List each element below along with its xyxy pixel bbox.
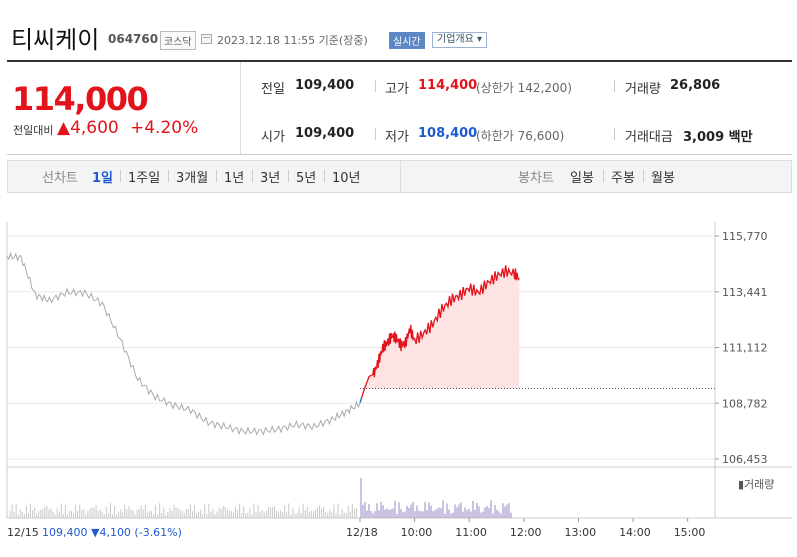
- low-label: 저가: [385, 130, 409, 145]
- divider: [120, 170, 121, 182]
- tab-1y[interactable]: 1년: [224, 171, 245, 186]
- realtime-badge[interactable]: 실시간: [389, 32, 425, 49]
- change-label: 전일대비: [13, 124, 54, 137]
- tab-3y[interactable]: 3년: [260, 171, 281, 186]
- tab-3m[interactable]: 3개월: [176, 171, 209, 186]
- tab-1w[interactable]: 1주일: [128, 171, 161, 186]
- open-value: 109,400: [295, 126, 355, 141]
- datetime-text: 2023.12.18 11:55 기준(장중): [217, 34, 368, 47]
- x-tick-label: 12/15: [7, 526, 39, 539]
- divider: [252, 170, 253, 182]
- summary-panel: [7, 60, 792, 155]
- divider: [614, 128, 615, 140]
- prev-close-text: 109,400 ▼4,100 (-3.61%): [42, 526, 182, 539]
- x-tick-label: 14:00: [619, 526, 651, 539]
- current-price: 114,000: [12, 80, 149, 118]
- trade-amount-label: 거래대금: [625, 130, 673, 145]
- volume-value: 26,806: [670, 78, 721, 93]
- open-label: 시가: [261, 130, 285, 145]
- divider: [216, 170, 217, 182]
- prev-close-label: 전일: [261, 82, 285, 97]
- stock-name: 티씨케이: [11, 26, 100, 54]
- today-up-area: [360, 265, 520, 389]
- chart-tabs: [7, 160, 792, 193]
- divider: [168, 170, 169, 182]
- change-percent: +4.20%: [130, 118, 199, 138]
- x-tick-label: 13:00: [564, 526, 596, 539]
- tab-weekly[interactable]: 주봉: [611, 171, 635, 186]
- trade-amount-value: 3,009 백만: [683, 130, 753, 145]
- x-tick-label: 12:00: [510, 526, 542, 539]
- y-tick-label: 113,441: [722, 286, 768, 299]
- today-down-line: [359, 397, 363, 404]
- divider: [643, 170, 644, 182]
- company-overview-button[interactable]: 기업개요 ▾: [432, 32, 487, 48]
- upper-limit: (상한가 142,200): [476, 81, 572, 95]
- divider: [614, 80, 615, 92]
- candle-chart-label: 봉차트: [518, 171, 554, 186]
- y-tick-label: 108,782: [722, 397, 768, 410]
- x-tick-label: 15:00: [674, 526, 706, 539]
- divider: [603, 170, 604, 182]
- tab-1d[interactable]: 1일: [92, 171, 114, 186]
- today-up-line: [360, 265, 520, 399]
- volume-legend: ▮거래량: [738, 478, 774, 491]
- x-tick-label: 11:00: [455, 526, 487, 539]
- stock-code: 064760: [108, 32, 159, 46]
- divider: [375, 80, 376, 92]
- divider: [375, 128, 376, 140]
- y-tick-label: 115,770: [722, 230, 768, 243]
- divider: [240, 62, 241, 154]
- tab-5y[interactable]: 5년: [296, 171, 317, 186]
- prev-day-series-line: [6, 251, 361, 436]
- low-value: 108,400: [418, 126, 478, 141]
- calendar-icon: [201, 34, 212, 44]
- divider: [324, 170, 325, 182]
- tab-daily[interactable]: 일봉: [570, 171, 594, 186]
- y-tick-label: 111,112: [722, 342, 768, 355]
- divider: [288, 170, 289, 182]
- prev-close-value: 109,400: [295, 78, 355, 93]
- lower-limit: (하한가 76,600): [476, 129, 565, 143]
- y-tick-label: 106,453: [722, 453, 768, 466]
- volume-label: 거래량: [625, 82, 661, 97]
- high-value: 114,400: [418, 78, 478, 93]
- change-amount: ▲4,600: [57, 118, 119, 138]
- high-label: 고가: [385, 82, 409, 97]
- line-chart-label: 선차트: [42, 171, 78, 186]
- x-tick-label: 12/18: [346, 526, 378, 539]
- tab-10y[interactable]: 10년: [332, 171, 361, 186]
- market-badge: 코스닥: [160, 31, 196, 50]
- x-tick-label: 10:00: [401, 526, 433, 539]
- divider: [400, 161, 401, 192]
- tab-monthly[interactable]: 월봉: [651, 171, 675, 186]
